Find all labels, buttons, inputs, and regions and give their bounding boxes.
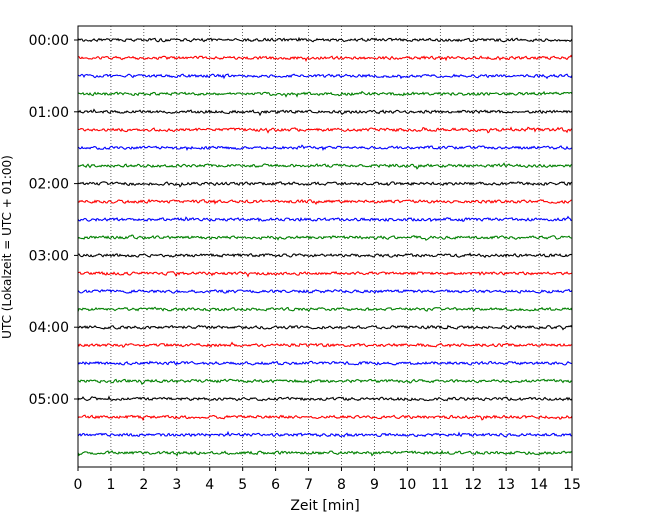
y-tick-label: 00:00: [29, 33, 69, 49]
x-tick-label: 13: [497, 477, 515, 493]
trace-row: [77, 430, 573, 438]
x-tick-label: 3: [172, 477, 181, 493]
y-axis-label: UTC (Lokalzeit = UTC + 01:00): [0, 155, 14, 339]
x-tick-label: 12: [464, 477, 482, 493]
trace-row: [77, 270, 573, 278]
trace-row: [77, 288, 573, 294]
x-axis-label: Zeit [min]: [290, 498, 359, 514]
trace-row: [77, 341, 573, 348]
trace-row: [77, 234, 573, 241]
trace-row: [77, 324, 573, 331]
x-tick-label: 7: [304, 477, 313, 493]
trace-row: [77, 54, 573, 62]
x-axis-ticks: 0 1 2 3 4 5 6 7 8 9 10 11 12 13 14 15: [74, 467, 581, 493]
x-tick-label: 5: [238, 477, 247, 493]
trace-row: [77, 126, 573, 134]
trace-row: [77, 181, 573, 188]
x-tick-label: 0: [74, 477, 83, 493]
x-tick-label: 9: [370, 477, 379, 493]
y-tick-label: 04:00: [29, 320, 69, 336]
trace-row: [77, 108, 573, 117]
trace-row: [77, 449, 573, 457]
x-tick-label: 8: [337, 477, 346, 493]
trace-row: [77, 215, 573, 223]
y-tick-label: 05:00: [29, 392, 69, 408]
x-tick-label: 1: [106, 477, 115, 493]
trace-row: [77, 73, 573, 80]
x-tick-label: 2: [139, 477, 148, 493]
y-axis-ticks: 00:00 01:00 02:00 03:00 04:00 05:00: [29, 33, 78, 408]
trace-row: [77, 36, 573, 43]
x-tick-label: 10: [398, 477, 416, 493]
trace-row: [77, 252, 573, 259]
y-tick-label: 01:00: [29, 105, 69, 121]
x-tick-label: 4: [205, 477, 214, 493]
plot-frame: [77, 25, 573, 468]
trace-row: [77, 395, 573, 402]
trace-row: [77, 306, 573, 312]
trace-row: [77, 360, 573, 366]
x-tick-label: 15: [563, 477, 581, 493]
x-tick-label: 6: [271, 477, 280, 493]
x-tick-label: 11: [431, 477, 449, 493]
x-tick-label: 14: [530, 477, 548, 493]
trace-row: [77, 162, 573, 170]
trace-row: [77, 414, 573, 422]
y-tick-label: 02:00: [29, 177, 69, 193]
trace-row: [77, 144, 573, 151]
trace-row: [77, 198, 573, 206]
trace-row: [77, 378, 573, 385]
y-tick-label: 03:00: [29, 248, 69, 264]
trace-row: [77, 90, 573, 98]
seismic-traces: [77, 36, 573, 457]
